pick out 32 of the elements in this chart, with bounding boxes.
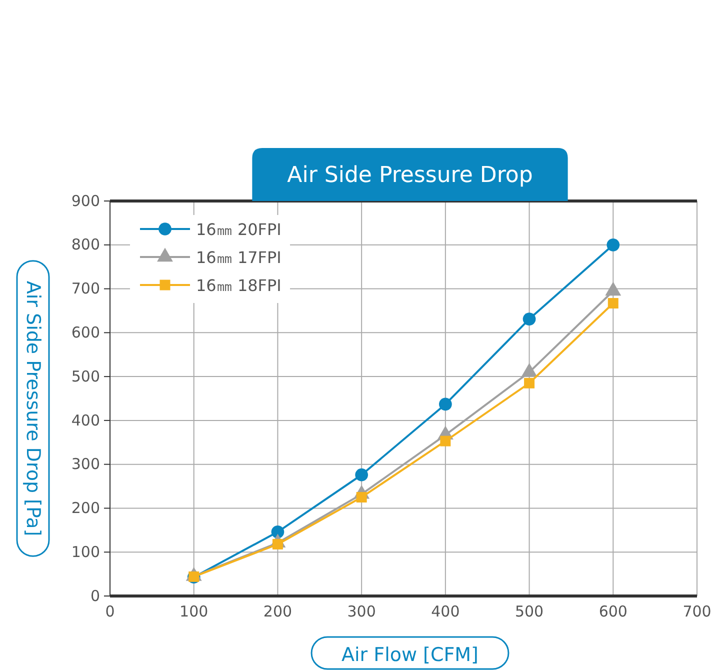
y-tick-label: 0	[90, 586, 100, 605]
y-tick-label: 600	[71, 323, 100, 342]
x-tick-label: 600	[598, 602, 628, 621]
point	[522, 312, 536, 326]
chart-title: Air Side Pressure Drop	[287, 163, 533, 188]
point	[440, 436, 451, 446]
x-tick-label: 200	[263, 602, 292, 621]
y-tick-label: 500	[71, 367, 100, 386]
point	[438, 398, 452, 411]
y-tick-label: 100	[71, 542, 100, 561]
y-tick-label: 800	[71, 236, 100, 254]
point	[271, 526, 284, 538]
y-tick-label: 900	[71, 192, 100, 210]
x-tick-label: 500	[514, 602, 544, 621]
x-axis-title: Air Flow [CFM]	[342, 644, 478, 666]
x-tick-label: 0	[105, 602, 115, 621]
y-tick-label: 300	[71, 455, 100, 474]
x-tick-label: 300	[347, 602, 376, 621]
legend-label: 16㎜ 18FPI	[196, 276, 282, 295]
y-tick-label: 200	[71, 499, 100, 518]
y-tick-label: 400	[71, 411, 100, 430]
point	[608, 298, 618, 309]
legend-label: 16㎜ 17FPI	[196, 248, 282, 267]
y-axis-title: Air Side Pressure Drop [Pa]	[22, 280, 44, 536]
point	[355, 468, 368, 482]
x-tick-label: 400	[431, 602, 460, 621]
x-tick-label: 100	[180, 602, 208, 621]
y-tick-label: 700	[71, 280, 100, 298]
point	[606, 238, 620, 252]
x-tick-label: 700	[682, 602, 712, 621]
legend-label: 16㎜ 20FPI	[196, 220, 282, 239]
point	[524, 378, 535, 388]
